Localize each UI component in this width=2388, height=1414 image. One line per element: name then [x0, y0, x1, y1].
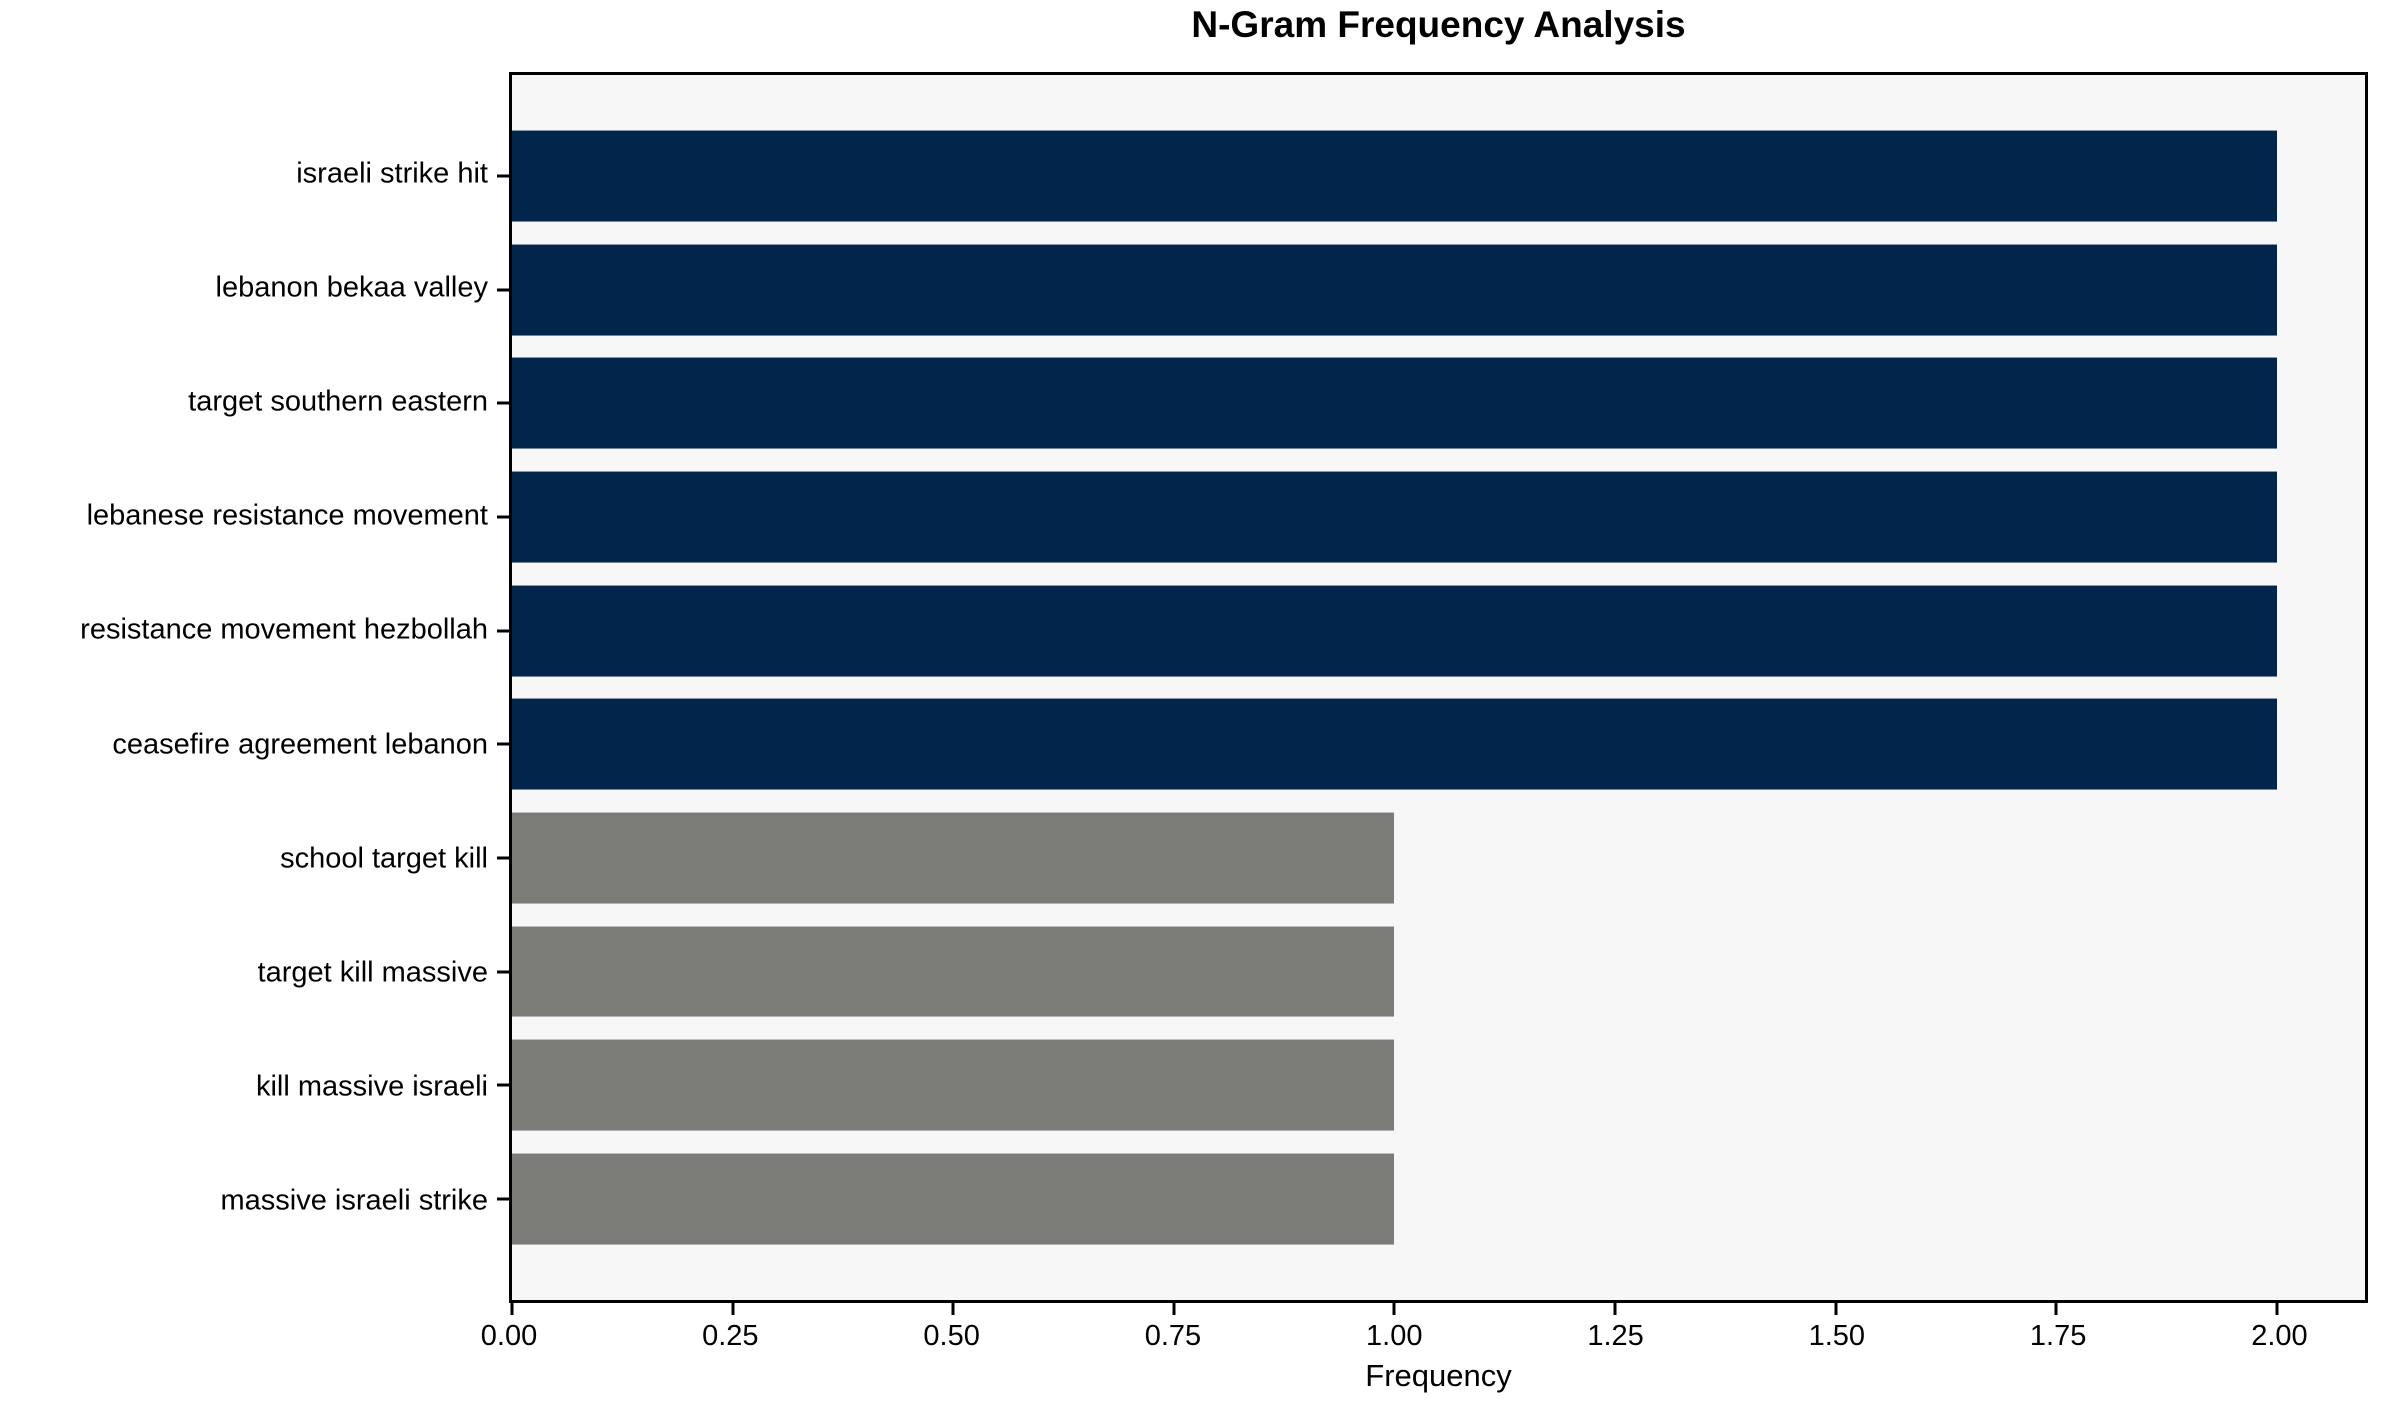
bar-target-kill-massive: [512, 926, 1395, 1018]
y-tick-mark: [497, 629, 509, 633]
bar-lebanese-resistance-movement: [512, 471, 2277, 563]
y-tick-mark: [497, 970, 509, 974]
y-tick-label: israeli strike hit: [296, 157, 488, 190]
x-tick-mark: [731, 1303, 735, 1315]
x-tick-mark: [951, 1303, 955, 1315]
x-tick-label: 2.00: [2251, 1320, 2308, 1352]
x-tick-label: 1.00: [1366, 1320, 1423, 1352]
bar-massive-israeli-strike: [512, 1153, 1395, 1245]
y-tick-label: lebanese resistance movement: [86, 499, 488, 532]
y-tick-label: school target kill: [280, 842, 488, 875]
x-tick-mark: [1834, 1303, 1838, 1315]
y-tick-label: kill massive israeli: [255, 1070, 488, 1103]
x-tick-mark: [1172, 1303, 1176, 1315]
y-tick-label: lebanon bekaa valley: [215, 271, 488, 304]
x-tick-mark: [1613, 1303, 1617, 1315]
x-tick-label: 1.75: [2029, 1320, 2087, 1352]
x-tick-mark: [510, 1303, 514, 1315]
bar-israeli-strike-hit: [512, 130, 2277, 222]
y-tick-mark: [497, 401, 509, 405]
x-tick-label: 0.50: [923, 1320, 980, 1352]
x-tick-label: 1.25: [1587, 1320, 1644, 1352]
y-tick-label: ceasefire agreement lebanon: [112, 728, 488, 761]
y-tick-mark: [497, 288, 509, 292]
chart-title: N-Gram Frequency Analysis: [1191, 4, 1686, 45]
x-tick-mark: [2275, 1303, 2279, 1315]
y-tick-mark: [497, 1197, 509, 1201]
y-tick-mark: [497, 742, 509, 746]
bar-ceasefire-agreement-lebanon: [512, 698, 2277, 790]
bar-target-southern-eastern: [512, 357, 2277, 449]
y-tick-label: target southern eastern: [188, 385, 488, 418]
x-tick-label: 1.50: [1808, 1320, 1866, 1352]
y-tick-label: resistance movement hezbollah: [80, 613, 488, 646]
bar-school-target-kill: [512, 812, 1395, 904]
y-axis-labels: israeli strike hit lebanon bekaa valley ta…: [0, 72, 488, 1303]
y-tick-mark: [497, 1083, 509, 1087]
x-tick-mark: [2054, 1303, 2058, 1315]
bar-kill-massive-israeli: [512, 1039, 1395, 1131]
x-axis-label: Frequency: [1365, 1358, 1512, 1393]
x-tick-label: 0.75: [1144, 1320, 1202, 1352]
y-tick-label: massive israeli strike: [220, 1184, 489, 1217]
y-tick-mark: [497, 515, 509, 519]
plot-area: [497, 72, 2368, 1315]
x-tick-label: 0.00: [480, 1320, 538, 1352]
y-tick-mark: [497, 174, 509, 178]
y-tick-mark: [497, 856, 509, 860]
x-tick-mark: [1392, 1303, 1396, 1315]
y-tick-label: target kill massive: [257, 956, 488, 989]
bar-resistance-movement-hezbollah: [512, 585, 2277, 677]
bar-lebanon-bekaa-valley: [512, 244, 2277, 336]
x-tick-label: 0.25: [702, 1320, 759, 1352]
x-axis-tick-labels: 0.00 0.25 0.50 0.75 1.00 1.25 1.50 1.75 2.00: [481, 1320, 2368, 1356]
